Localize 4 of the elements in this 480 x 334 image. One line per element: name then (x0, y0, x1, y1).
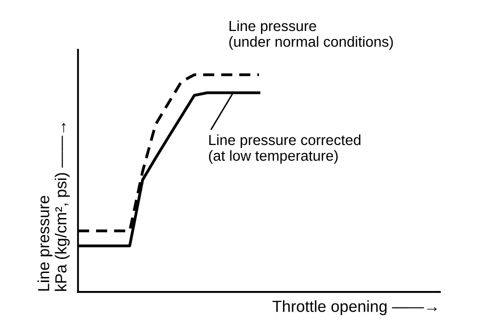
x-axis-title: Throttle opening ——→ (272, 300, 437, 316)
y-axis-title: Line pressure kPa (kg/cm², psi) ——→ (38, 123, 70, 291)
series-label: Line pressure (under normal conditions) (229, 20, 393, 50)
text: Line pressure corrected (at low temperature) (209, 134, 360, 164)
